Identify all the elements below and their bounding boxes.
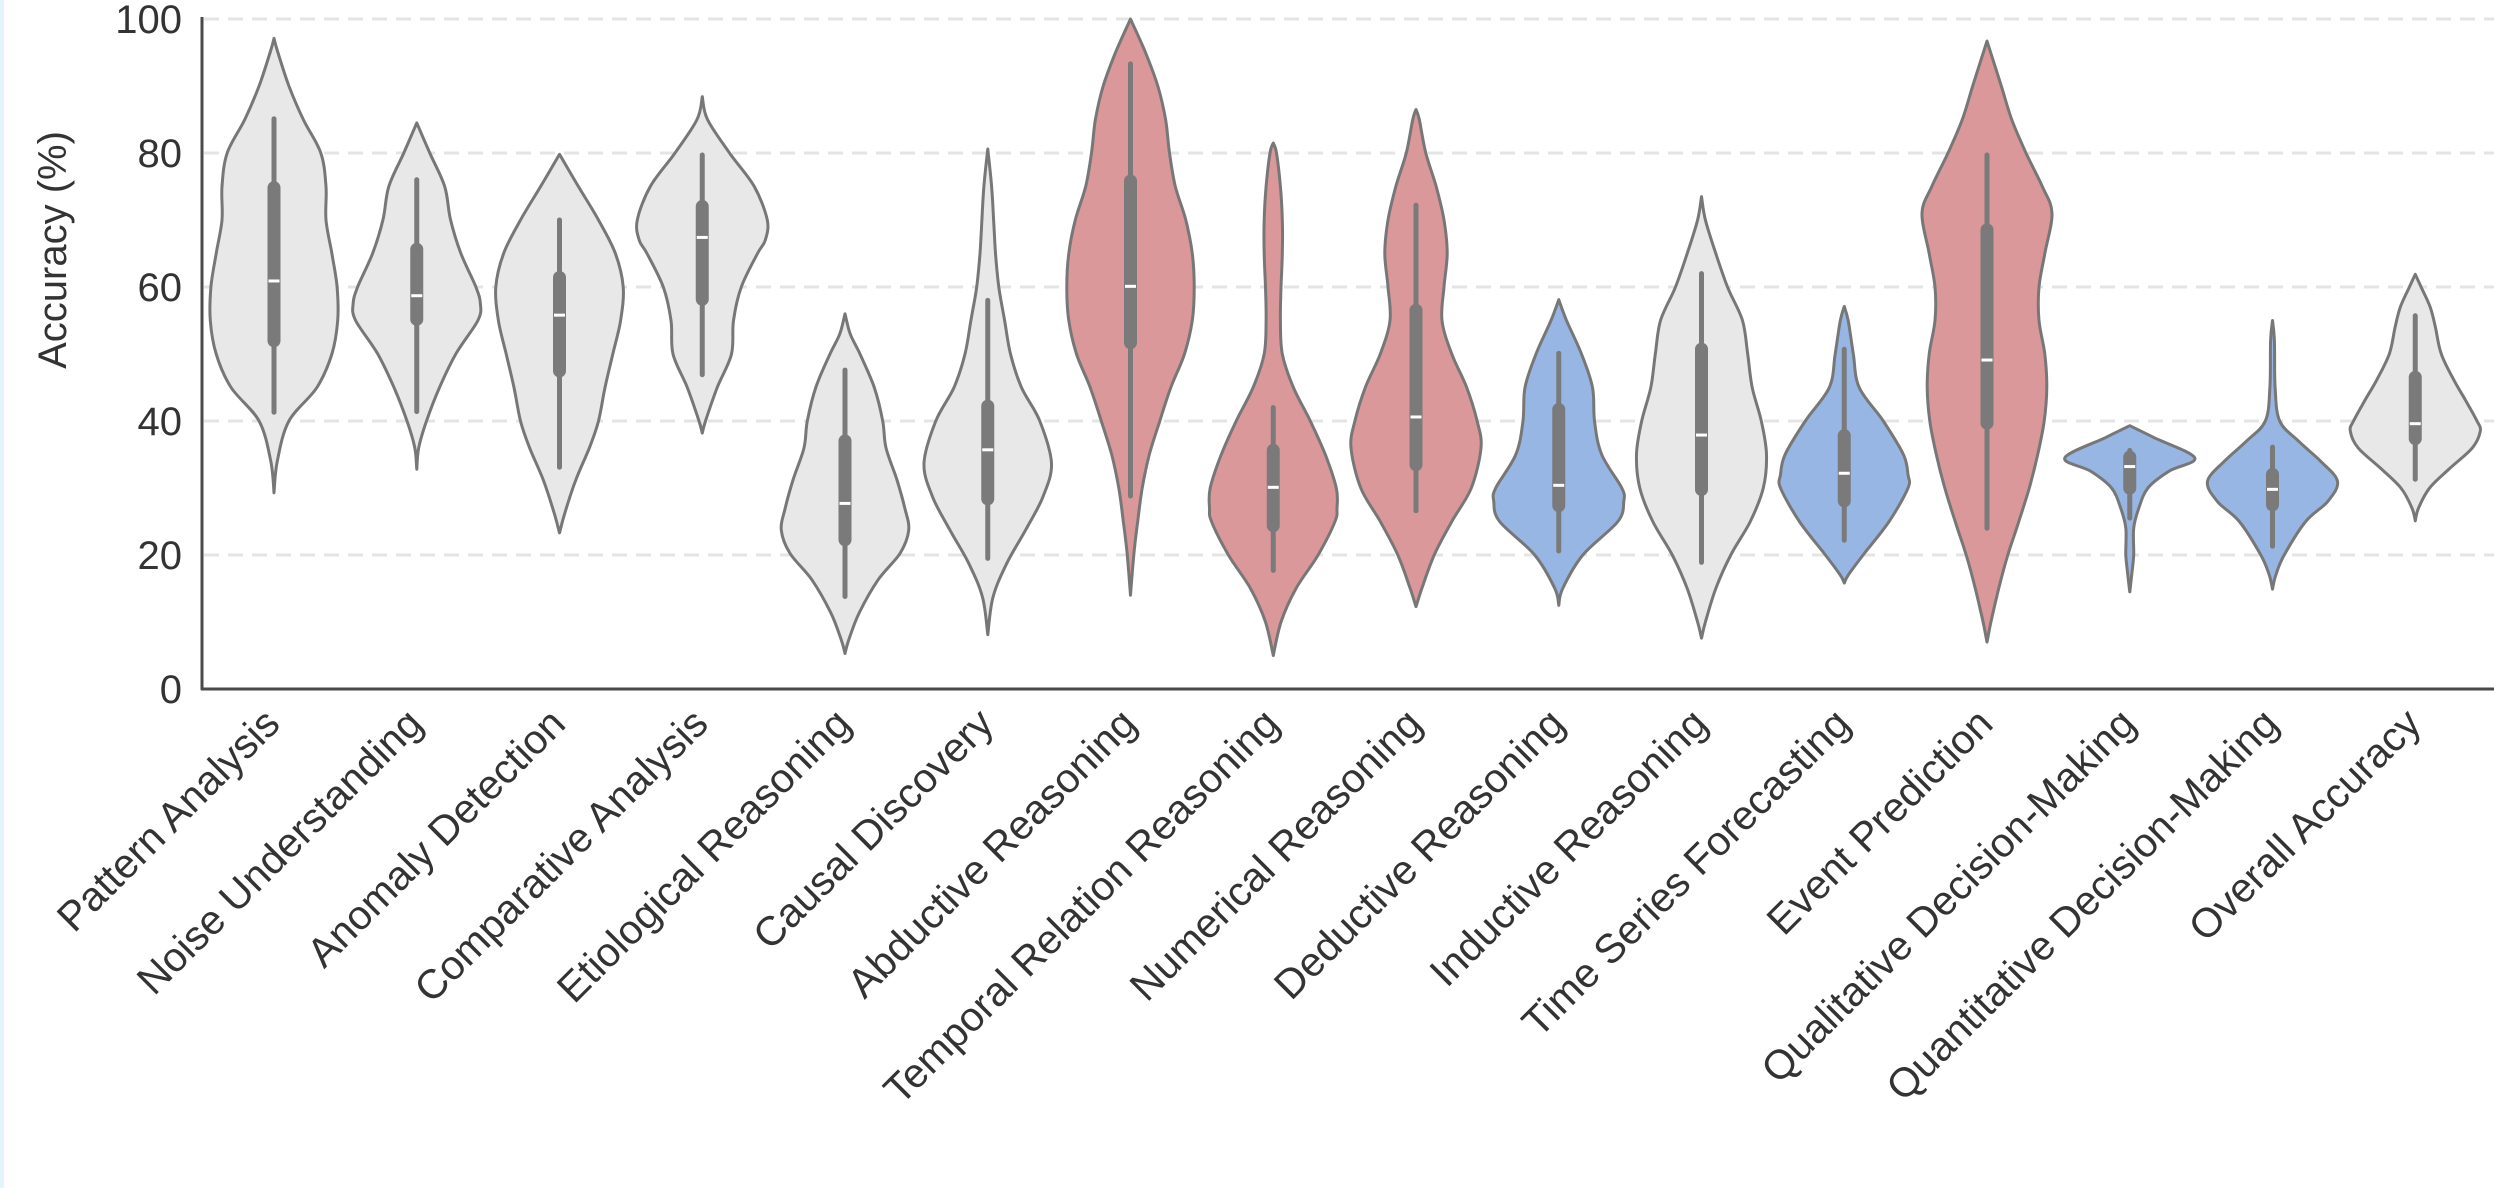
- iqr-box: [553, 270, 566, 378]
- violin-time-series-forecasting: [1777, 304, 1912, 585]
- violin-quantitative-decision-making: [2205, 319, 2340, 591]
- violin-noise-understanding: [351, 121, 483, 471]
- violin-abductive-reasoning: [1065, 17, 1196, 597]
- iqr-box: [981, 399, 995, 506]
- y-tick-labels: 0 20 40 60 80 100: [115, 0, 182, 712]
- y-tick-label: 60: [138, 266, 183, 310]
- iqr-box: [2408, 370, 2422, 446]
- gridlines: [204, 17, 2494, 557]
- iqr-box: [695, 199, 709, 306]
- violin-pattern-analysis: [208, 36, 340, 495]
- violin-event-prediction: [1920, 39, 2054, 644]
- y-tick-label: 40: [138, 400, 183, 444]
- iqr-box: [1837, 429, 1851, 508]
- violin-deductive-reasoning: [1491, 298, 1626, 607]
- iqr-box: [1409, 303, 1423, 472]
- left-edge-strip: [0, 0, 4, 1188]
- iqr-box: [1980, 223, 1994, 430]
- y-tick-label: 20: [138, 534, 183, 578]
- axes: [200, 17, 2494, 691]
- x-tick-label: Inductive Reasoning: [1421, 700, 1716, 995]
- violin-overall-accuracy: [2348, 272, 2482, 523]
- violins: [208, 17, 2482, 657]
- violin-comparative-analysis: [635, 95, 770, 435]
- violin-anomaly-detection: [494, 152, 625, 535]
- x-tick-label: Deductive Reasoning: [1265, 700, 1573, 1008]
- iqr-box: [267, 181, 281, 348]
- violin-causal-discovery: [922, 147, 1054, 637]
- y-axis-title: Accuracy (%): [31, 131, 75, 369]
- y-tick-label: 80: [138, 132, 183, 176]
- violin-qualitative-decision-making: [2063, 424, 2197, 594]
- x-tick-label: Abductive Reasoning: [838, 700, 1145, 1007]
- iqr-box: [410, 242, 424, 326]
- violin-etiological-reasoning: [779, 312, 911, 655]
- x-tick-label: Anomaly Detection: [298, 700, 574, 976]
- violin-numerical-reasoning: [1349, 108, 1483, 609]
- iqr-box: [1695, 342, 1708, 497]
- x-tick-label: Noise Understanding: [128, 700, 431, 1003]
- violin-inductive-reasoning: [1634, 195, 1769, 640]
- x-tick-label: Causal Discovery: [744, 699, 1002, 957]
- y-tick-label: 100: [115, 0, 182, 42]
- violin-temporal-relation-reasoning: [1207, 141, 1339, 657]
- iqr-box: [2123, 450, 2137, 495]
- iqr-box: [838, 434, 852, 547]
- y-tick-label: 0: [160, 668, 182, 712]
- violin-body: [1207, 141, 1339, 657]
- x-tick-label: Numerical Reasoning: [1121, 700, 1431, 1010]
- iqr-box: [1552, 402, 1566, 513]
- iqr-box: [1124, 174, 1137, 350]
